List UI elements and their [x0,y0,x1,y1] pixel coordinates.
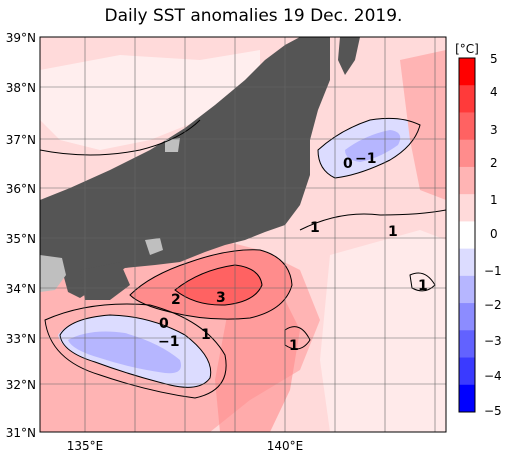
contour-label: 3 [216,290,226,306]
colorbar-swatch [459,194,475,222]
contour-line [44,303,227,399]
contour-label: 1 [388,224,398,240]
cold-anomaly-region [68,331,181,374]
land-patch [40,255,66,292]
colorbar-swatch [459,303,475,331]
contour-label: 2 [171,292,181,308]
map-title: Daily SST anomalies 19 Dec. 2019. [104,6,403,26]
colorbar-tick: 3 [490,123,498,137]
warm-anomaly-core [175,265,262,306]
colorbar-tick: −5 [484,404,502,418]
contour-label: −1 [355,151,376,167]
colorbar-swatch [459,384,475,413]
colorbar-swatch [459,58,475,86]
colorbar-swatch [459,139,475,168]
colorbar-swatch [459,357,475,386]
colorbar-tick: 4 [490,85,498,99]
lat-label: 39°N [6,31,36,45]
warm-anomaly-region [215,290,300,432]
graticule [40,37,446,432]
lat-label: 37°N [6,133,36,147]
colorbar-tick: −4 [484,369,502,383]
contour-line [284,326,311,350]
contour-label: 1 [418,278,428,294]
lat-label: 38°N [6,81,36,95]
lat-label: 34°N [6,282,36,296]
sado-island [338,37,360,75]
contour-label: 1 [289,338,299,354]
map-frame [39,36,447,433]
neutral-anomaly-region [320,230,446,432]
colorbar-tick: 0 [490,227,498,241]
colorbar-tick: 1 [490,193,498,207]
longitude-axis: 135°E 140°E [67,439,304,453]
land-patch [145,238,163,255]
lon-label: 135°E [67,439,104,453]
warm-anomaly-region [400,50,446,200]
contour-line [317,117,421,179]
contour-line [299,209,446,231]
contour-label: 1 [201,327,211,343]
colorbar-swatch [459,248,475,277]
colorbar-tick: −3 [484,334,502,348]
colorbar-swatches [459,58,475,413]
colorbar-swatch [459,166,475,195]
shikoku-land [80,262,130,300]
colorbar-swatch [459,221,475,250]
lat-label: 32°N [6,378,36,392]
lat-label: 35°N [6,232,36,246]
contour-label: 0 [159,316,169,332]
colorbar-tick: 2 [490,156,498,170]
cold-anomaly-region [345,130,401,162]
lat-label: 36°N [6,182,36,196]
colorbar-swatch [459,275,475,304]
colorbar-frame [458,57,476,413]
contour-line [40,119,201,156]
contour-label: 1 [310,220,320,236]
colorbar-tick: −1 [484,264,502,278]
colorbar-swatch [459,85,475,113]
colorbar-tick-labels: 5 4 3 2 1 0 −1 −2 −3 −4 −5 [484,52,502,418]
neutral-anomaly-region [40,50,260,150]
lon-label: 140°E [267,439,304,453]
contour-labels: 1 1 1 2 3 0 −1 1 1 0 −1 [158,151,428,354]
colorbar-tick: −2 [484,298,502,312]
colorbar: [°C] 5 4 3 2 1 0 −1 −2 −3 −4 −5 [455,42,502,418]
contour-line [129,249,293,320]
colorbar-unit: [°C] [455,42,479,56]
contour-label: 0 [343,156,353,172]
contour-label: −1 [158,334,179,350]
contour-line [174,264,263,306]
colorbar-tick: 5 [490,52,498,66]
land-patch [165,138,180,152]
lat-label: 33°N [6,332,36,346]
colorbar-swatch [459,112,475,141]
latitude-axis: 39°N 38°N 37°N 36°N 35°N 34°N 33°N 32°N … [6,31,36,440]
lat-label: 31°N [6,426,36,440]
contour-line [59,314,212,388]
colorbar-swatch [459,330,475,359]
